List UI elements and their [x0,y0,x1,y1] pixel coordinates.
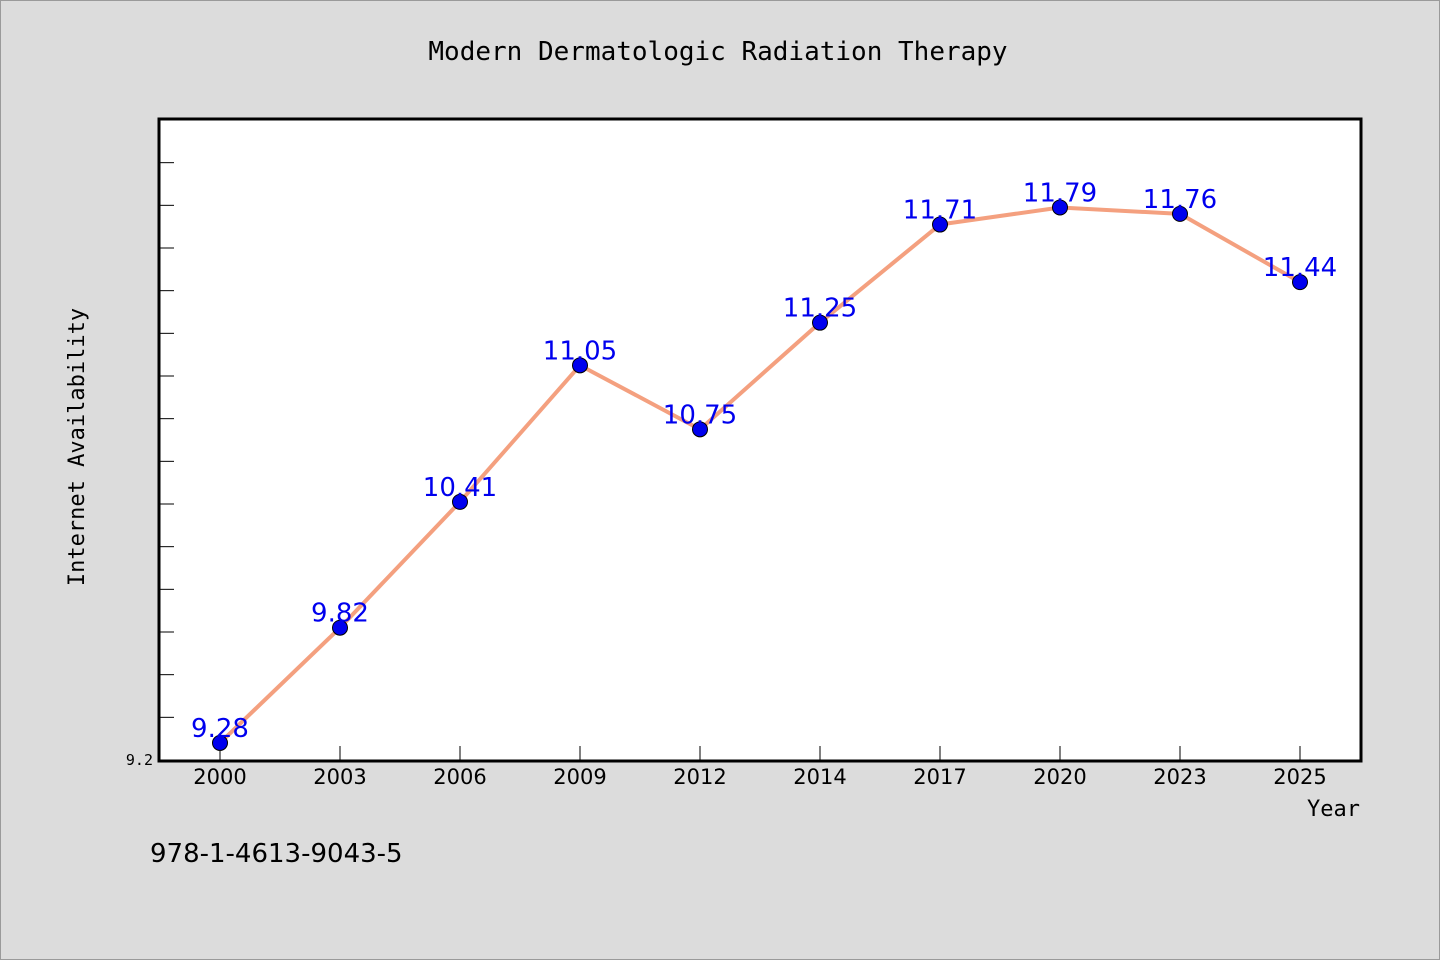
isbn-text: 978-1-4613-9043-5 [150,839,403,869]
x-tick-label: 2017 [913,765,966,789]
plot-area [157,117,1363,763]
x-tick-label: 2020 [1033,765,1086,789]
x-tick-label: 2025 [1273,765,1326,789]
data-point [572,357,588,374]
data-point [212,734,228,751]
data-label: 11.71 [903,196,977,226]
data-label: 10.41 [423,473,497,503]
data-label: 11.05 [543,336,617,366]
x-tick-label: 2009 [553,765,606,789]
x-tick-label: 2012 [673,765,726,789]
data-label: 9.28 [191,714,249,744]
x-tick-label: 2000 [193,765,246,789]
x-tick-label: 2006 [433,765,486,789]
x-tick-label: 2023 [1153,765,1206,789]
data-label: 11.44 [1263,253,1337,283]
data-point [932,216,948,233]
x-axis-ticks: 2000 2003 2006 2009 2012 2014 2017 2020 2023 2025 [193,746,1327,789]
data-point [812,314,828,331]
series-line-group [218,205,1301,745]
data-points [212,199,1308,751]
data-point [1172,205,1188,222]
data-point [452,493,468,510]
y-axis-ticks [160,119,174,718]
data-label: 11.76 [1143,185,1217,215]
data-label: 9.82 [311,599,369,629]
x-tick-label: 2014 [793,765,846,789]
data-labels: 9.28 9.82 10.41 11.05 10.75 11.25 11.71 11.79 11… [191,178,1337,743]
x-axis-label: Year [1307,797,1360,822]
y-axis-label: Internet Availability [65,308,90,586]
chart-title: Modern Dermatologic Radiation Therapy [428,37,1007,67]
data-label: 11.25 [783,294,857,324]
data-label: 11.79 [1023,178,1097,208]
data-point [1052,199,1068,216]
series-line [218,205,1301,745]
data-point [692,421,708,438]
y-tick-label: 9.2 [126,751,153,769]
x-tick-label: 2003 [313,765,366,789]
data-label: 10.75 [663,400,737,430]
data-point [1292,274,1308,291]
data-point [332,619,348,636]
